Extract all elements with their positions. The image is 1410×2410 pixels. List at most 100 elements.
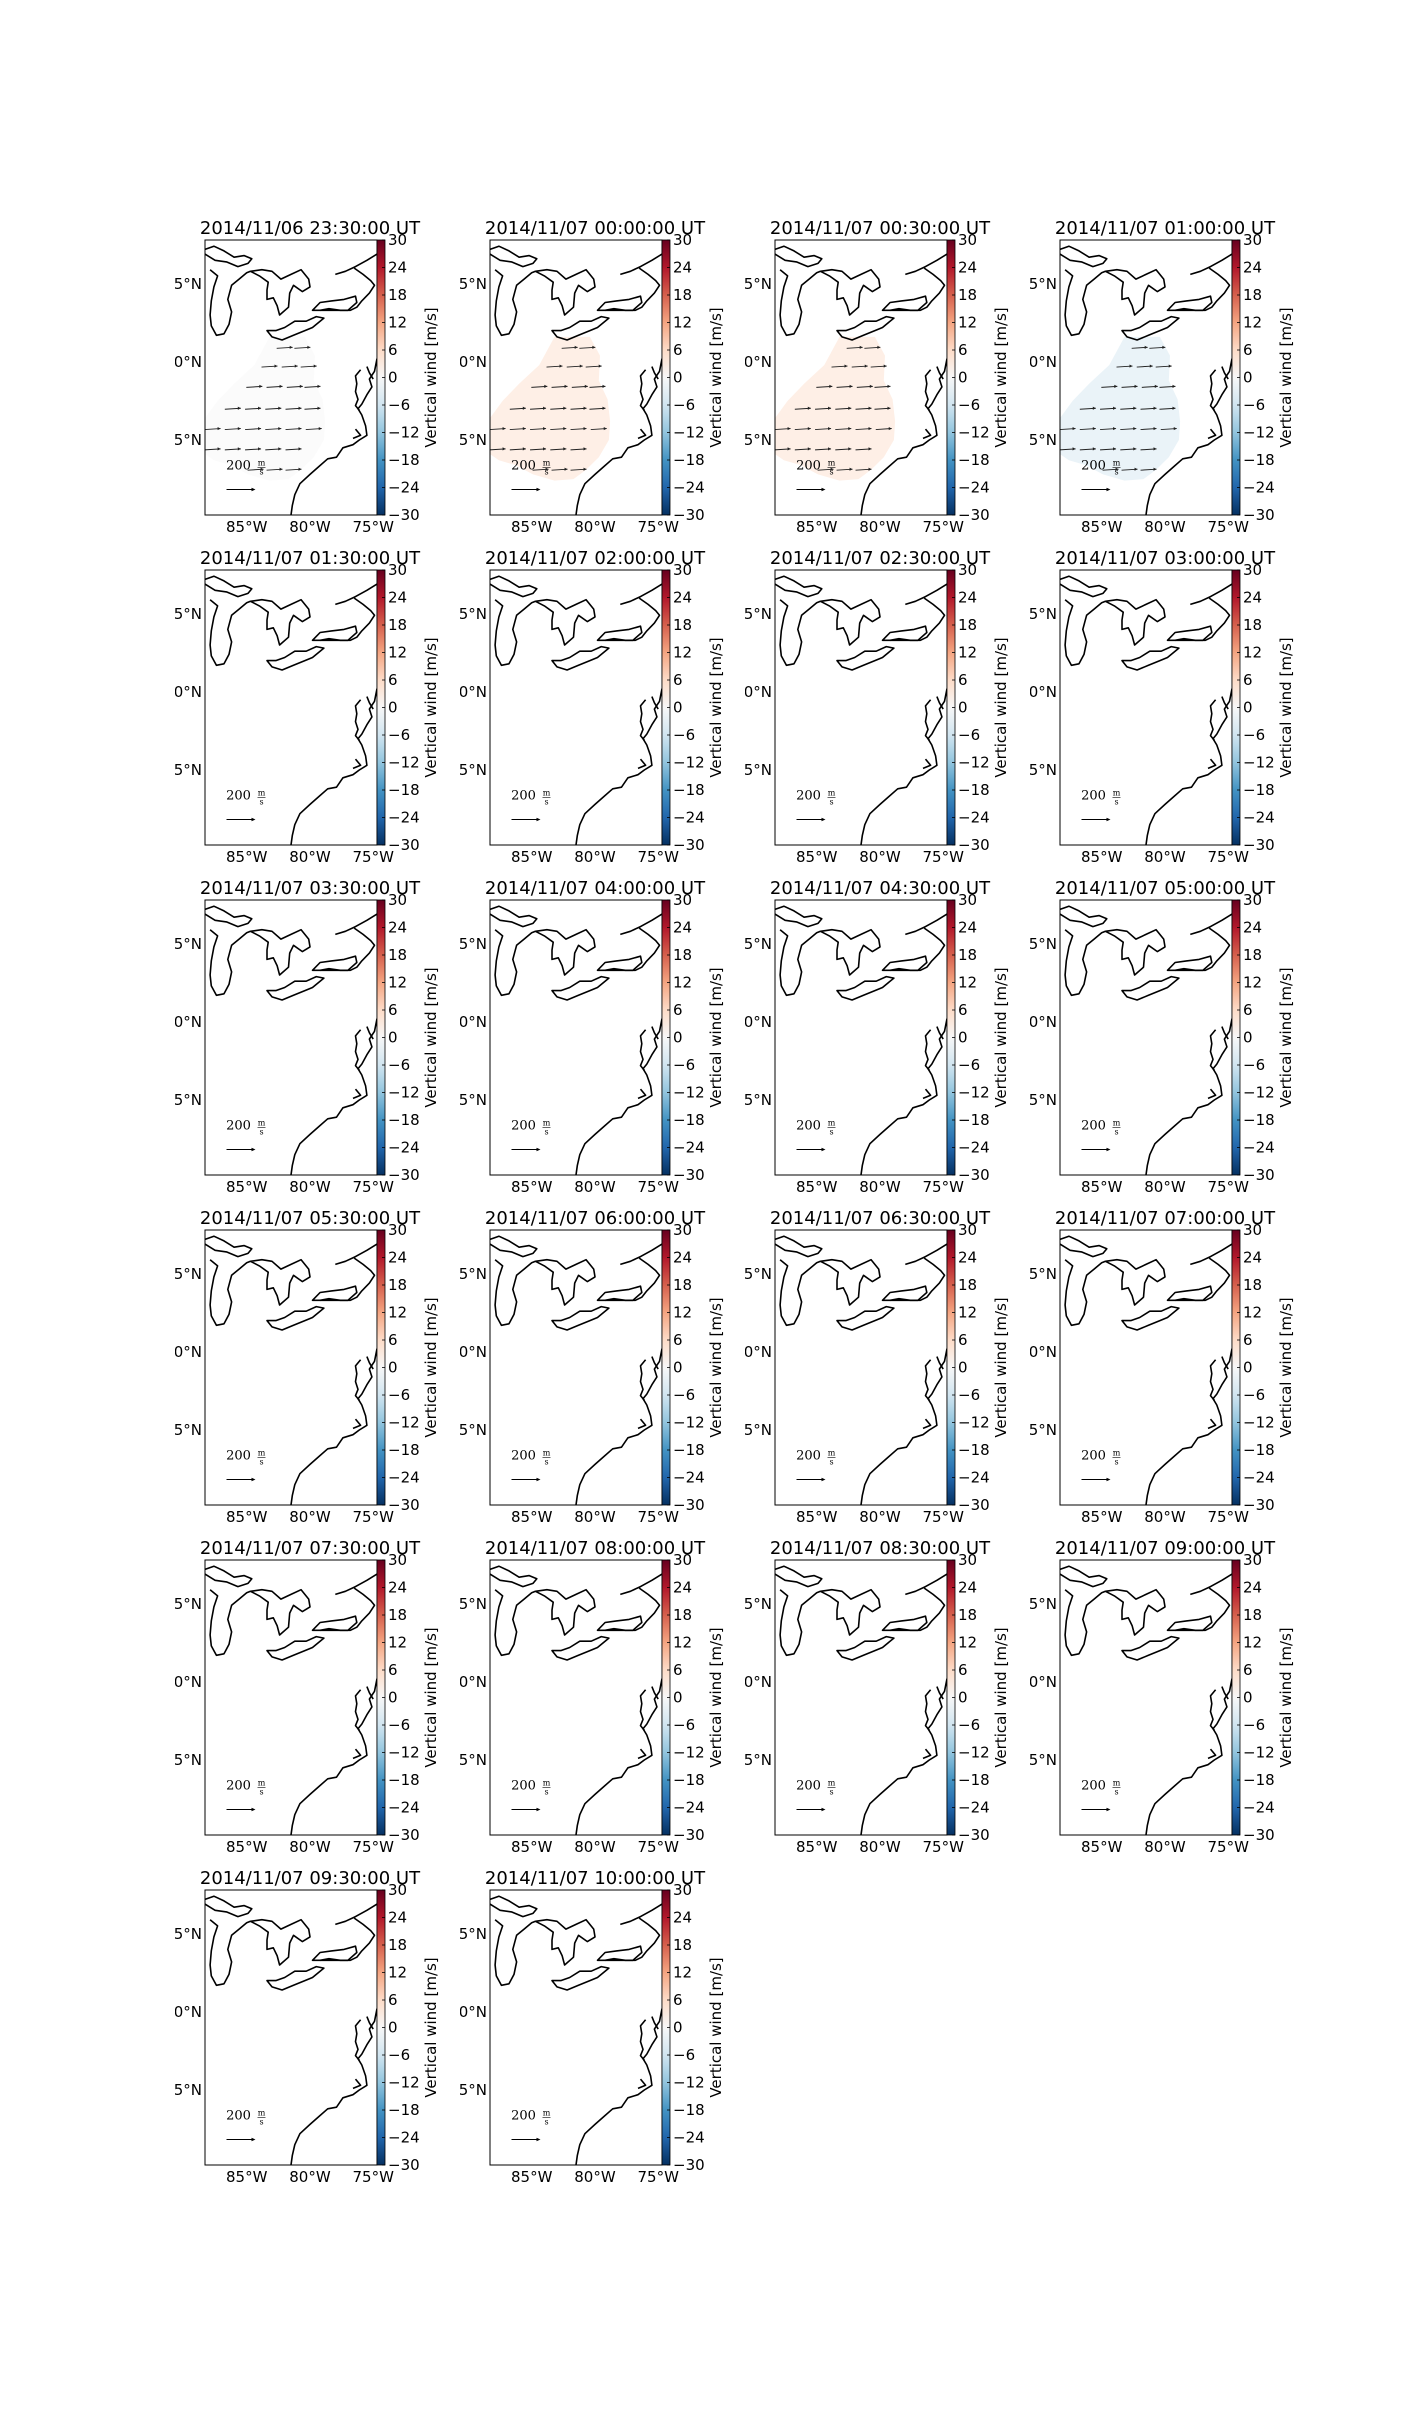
lake-ontario-outline [881,1285,928,1302]
longitude-tick-label: 75°W [637,518,679,536]
colorbar-tick-label: 24 [1243,919,1262,937]
wind-arrow-head [602,406,606,410]
panel-title: 2014/11/07 05:00:00 UT [1054,878,1276,899]
latitude-tick-label: 40°N [175,1343,202,1361]
east-coast-outline [290,358,378,516]
colorbar-tick-label: 24 [958,1249,977,1267]
chesapeake-bay-outline [924,1689,932,1731]
colorbar-tick-label: 12 [673,1634,692,1652]
lake-ontario-outline [1166,955,1213,972]
reference-vector-unit-top: m [828,459,836,468]
reference-vector-unit-bottom: s [259,798,263,807]
lake-ontario-outline [1166,1615,1213,1632]
wind-arrow-head [598,364,602,368]
wind-arrow-head [1129,364,1133,368]
longitude-tick-label: 85°W [226,1178,268,1196]
reference-vector-unit-bottom: s [259,1128,263,1137]
longitude-tick-label: 80°W [289,1838,331,1856]
colorbar-tick-label: 0 [1243,1689,1253,1707]
map-frame [489,1889,663,2166]
map-panel: 2014/11/07 07:00:00 UT 45°N 40°N 35°N 85°W 80… [1030,1208,1320,1528]
latitude-tick-label: 35°N [460,761,487,779]
colorbar-tick-label: 12 [388,1964,407,1982]
map-plot: 45°N 40°N 35°N 85°W 80°W 75°W 200 ms 30 24 18 12 6 0 −… [745,231,1010,536]
colorbar-tick-label: 6 [673,1331,683,1349]
colorbar-tick-label: 0 [388,1359,398,1377]
map-frame [204,1889,378,2166]
colorbar-tick-label: −18 [673,1111,705,1129]
colorbar-tick-label: 0 [1243,369,1253,387]
reference-vector-unit-top: m [258,1779,266,1788]
reference-vector-unit-top: m [258,459,266,468]
map-plot: 45°N 40°N 35°N 85°W 80°W 75°W 200 ms 30 24 18 12 6 0 −… [175,561,440,866]
longitude-tick-label: 75°W [352,2168,394,2186]
chesapeake-bay-outline [354,1689,362,1731]
chesapeake-bay-outline [1209,1029,1217,1071]
panel-title: 2014/11/06 23:30:00 UT [199,218,421,239]
lake-superior-outline [774,1235,823,1258]
colorbar-tick-label: 0 [673,1689,683,1707]
colorbar-tick-label: 6 [1243,341,1253,359]
reference-vector-arrow-head [251,817,256,822]
map-panel: 2014/11/07 06:00:00 UT 45°N 40°N 35°N 85°W 80… [460,1208,750,1528]
pamlico-sound-outline [637,1418,647,1430]
colorbar-tick-label: −30 [958,506,990,524]
wind-arrow-head [279,467,283,471]
map-panel: 2014/11/07 01:00:00 UT 45°N 40°N 35°N 85°W 80… [1030,218,1320,538]
lake-huron-outline [819,1258,881,1306]
map-panel: 2014/11/07 09:30:00 UT 45°N 40°N 35°N 85°W 80… [175,1868,465,2188]
map-frame [1059,1559,1233,1836]
longitude-tick-label: 85°W [511,1838,553,1856]
colorbar-tick-label: −12 [673,424,705,442]
reference-vector-magnitude: 200 [226,1779,251,1794]
wind-arrow-head [592,345,596,349]
reference-vector-magnitude: 200 [796,459,821,474]
map-plot: 45°N 40°N 35°N 85°W 80°W 75°W 200 ms 30 24 18 12 6 0 −… [460,1551,725,1856]
panel-title: 2014/11/07 07:30:00 UT [199,1538,421,1559]
wind-arrow-head [828,426,832,431]
colorbar-tick-label: 18 [388,1276,407,1294]
colorbar-tick-label: 24 [388,1909,407,1927]
coastline-outline [1174,1257,1231,1302]
wind-arrow-head [260,467,264,471]
chesapeake-bay-outline [1209,1689,1217,1731]
lake-superior-outline [204,905,253,928]
longitude-tick-label: 80°W [859,848,901,866]
chesapeake-bay-outline [639,1029,647,1071]
colorbar-tick-label: 30 [388,1551,407,1569]
colorbar-label: Vertical wind [m/s] [1277,307,1295,447]
coastline-outline [889,1587,946,1632]
lake-michigan-outline [1064,1259,1106,1327]
reference-vector-magnitude: 200 [796,1119,821,1134]
colorbar-tick-label: −30 [1243,1826,1275,1844]
delaware-bay-outline [366,366,374,380]
colorbar-tick-label: 30 [1243,1551,1262,1569]
lake-superior-outline [489,245,538,268]
wind-arrow-head [868,467,872,471]
reference-vector-unit-bottom: s [1114,798,1118,807]
lake-michigan-outline [494,1919,536,1987]
reference-vector-arrow-head [251,487,256,492]
longitude-tick-label: 85°W [796,848,838,866]
wind-arrow-head [787,426,791,431]
colorbar-tick-label: 24 [958,589,977,607]
latitude-tick-label: 35°N [1030,1091,1057,1109]
latitude-tick-label: 45°N [745,1595,772,1613]
east-coast-outline [860,1348,948,1506]
reference-vector-unit-top: m [828,789,836,798]
colorbar-tick-label: 0 [958,1359,968,1377]
longitude-tick-label: 80°W [859,1838,901,1856]
colorbar-tick-label: 6 [388,1331,398,1349]
st-lawrence-outline [335,583,378,606]
colorbar-tick-label: −6 [388,2046,410,2064]
wind-arrow-head [848,426,852,431]
wind-arrow-head [849,467,853,471]
east-coast-outline [290,1018,378,1176]
colorbar-tick-label: 6 [958,671,968,689]
colorbar-tick-label: −6 [673,1056,695,1074]
wind-arrow-head [564,467,568,471]
delaware-bay-outline [936,696,944,710]
wind-arrow-head [859,345,863,349]
wind-arrow-head [298,467,302,471]
pamlico-sound-outline [922,1748,932,1760]
